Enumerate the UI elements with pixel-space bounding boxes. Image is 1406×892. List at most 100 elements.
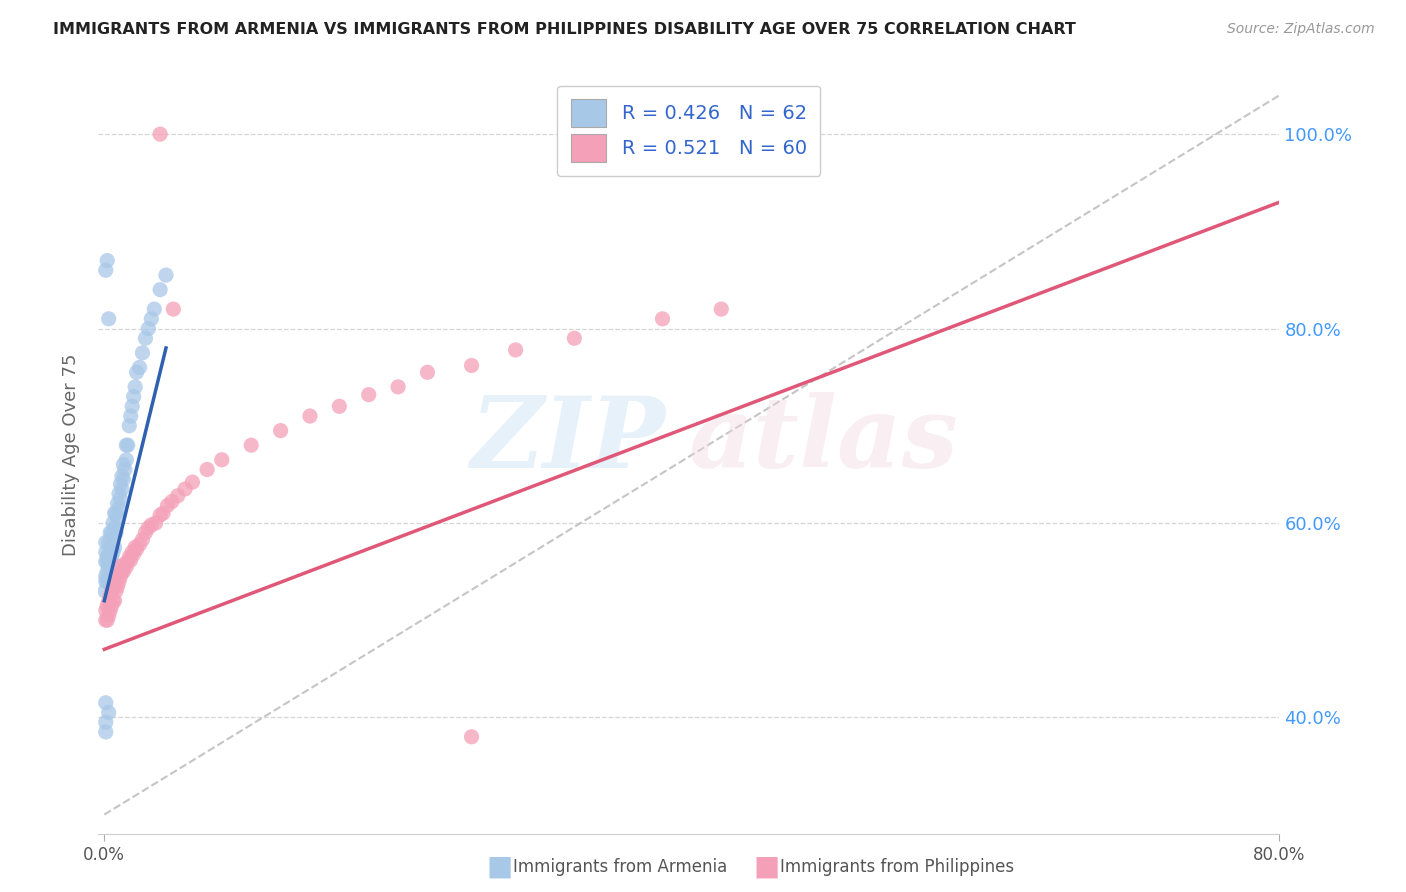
Point [118,418,141,433]
Point [105,525,128,540]
Point [96,613,118,627]
Point [111,469,134,483]
Point [97,593,120,607]
Point [101,593,124,607]
Point [124,380,146,394]
Point [97,608,120,623]
Point [94,715,117,730]
Point [108,559,131,574]
Point [107,496,129,510]
Point [115,438,138,452]
Point [143,302,166,317]
Point [160,494,183,508]
Text: ■: ■ [754,853,779,881]
Point [105,506,128,520]
Y-axis label: Disability Age Over 75: Disability Age Over 75 [62,353,80,557]
Point [107,511,129,525]
Point [108,574,131,589]
Point [97,535,120,549]
Text: atlas: atlas [689,392,959,488]
Point [134,525,156,540]
Point [94,603,117,617]
Point [152,506,174,520]
Point [270,424,292,438]
Point [98,555,121,569]
Point [101,516,124,530]
Text: ■: ■ [486,853,512,881]
Point [651,311,673,326]
Point [111,482,134,496]
Point [97,549,120,564]
Point [156,499,179,513]
Point [110,569,132,583]
Point [96,599,118,613]
Point [103,541,125,555]
Text: Immigrants from Armenia: Immigrants from Armenia [513,858,727,876]
Point [141,517,163,532]
Point [120,409,142,423]
Point [149,508,172,523]
Point [97,706,120,720]
Point [103,506,125,520]
Point [101,531,124,545]
Point [149,127,172,141]
Point [105,569,128,583]
Point [98,603,121,617]
Point [94,545,117,559]
Point [121,400,143,414]
Point [131,533,153,547]
Point [387,380,409,394]
Point [96,565,118,579]
Point [94,569,117,583]
Point [149,283,172,297]
Text: Immigrants from Philippines: Immigrants from Philippines [780,858,1015,876]
Point [115,452,138,467]
Point [138,521,160,535]
Point [112,458,135,472]
Point [94,555,117,569]
Point [128,360,150,375]
Point [138,321,160,335]
Point [114,557,136,571]
Point [112,472,135,486]
Point [155,268,177,282]
Point [111,565,134,579]
Point [94,263,117,277]
Point [505,343,527,357]
Point [124,541,146,555]
Point [94,725,117,739]
Point [108,487,131,501]
Point [96,253,118,268]
Point [103,593,125,607]
Point [122,547,145,561]
Point [100,525,122,540]
Point [100,599,122,613]
Point [108,501,131,516]
Point [98,545,121,559]
Point [94,584,117,599]
Point [97,311,120,326]
Point [110,477,132,491]
Point [121,545,143,559]
Point [94,613,117,627]
Point [118,549,141,564]
Point [166,489,188,503]
Point [357,387,380,401]
Point [710,302,733,317]
Point [114,462,136,476]
Point [100,549,122,564]
Point [195,462,218,476]
Point [112,565,135,579]
Point [100,541,122,555]
Text: ZIP: ZIP [471,392,665,488]
Point [97,559,120,574]
Point [328,400,350,414]
Point [101,545,124,559]
Point [98,589,121,603]
Point [94,535,117,549]
Point [98,525,121,540]
Text: IMMIGRANTS FROM ARMENIA VS IMMIGRANTS FROM PHILIPPINES DISABILITY AGE OVER 75 CO: IMMIGRANTS FROM ARMENIA VS IMMIGRANTS FR… [53,22,1077,37]
Point [96,549,118,564]
Point [128,537,150,551]
Point [110,491,132,506]
